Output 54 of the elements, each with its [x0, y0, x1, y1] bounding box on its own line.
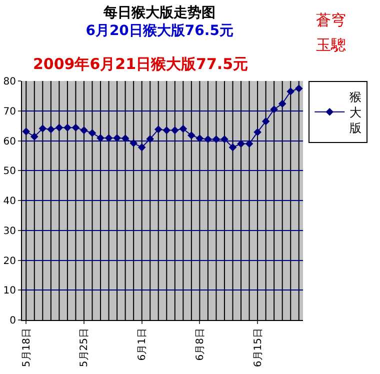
y-tick-label: 40: [3, 196, 16, 207]
point: [245, 140, 254, 148]
point: [47, 126, 55, 134]
point: [30, 132, 38, 140]
legend-label: 猴大版: [350, 90, 362, 136]
point: [121, 134, 130, 142]
point: [96, 134, 104, 142]
point: [228, 143, 237, 152]
x-tick-label: 5月25日: [79, 328, 90, 368]
point: [154, 126, 162, 134]
text: 玉驄: [316, 36, 346, 54]
y-tick-label: 10: [3, 286, 16, 297]
point: [204, 135, 212, 144]
point: [104, 134, 113, 142]
y-tick-label: 0: [10, 316, 16, 326]
point: [130, 139, 138, 148]
y-tick-label: 70: [3, 106, 16, 118]
point: [146, 135, 154, 143]
point: [80, 126, 88, 134]
point: [138, 143, 146, 152]
point: [113, 134, 121, 142]
point: [38, 124, 47, 132]
x-tick-label: 6月15日: [252, 328, 264, 368]
y-tick-label: 50: [3, 166, 16, 178]
point: [179, 124, 188, 133]
chart-title: 每日猴大版走势图: [102, 4, 216, 21]
point: [162, 126, 171, 134]
x-tick-label: 5月18日: [21, 328, 32, 368]
point: [262, 117, 270, 126]
text: 蒼穹: [316, 11, 346, 29]
point: [286, 88, 294, 96]
point: [55, 124, 64, 132]
y-tick-label: 20: [3, 256, 16, 267]
point: [171, 126, 179, 134]
point: [294, 84, 303, 92]
x-tick-label: 6月1日: [137, 328, 148, 361]
y-tick-label: 30: [3, 226, 16, 237]
point: [196, 134, 204, 142]
point: [72, 124, 80, 132]
point: [64, 124, 72, 132]
text: 2009年6月21日猴大版77.5元: [33, 55, 248, 73]
point: [270, 105, 278, 114]
point: [220, 135, 228, 144]
point: [88, 129, 96, 137]
y-tick-label: 60: [3, 136, 16, 148]
x-tick-label: 6月8日: [194, 328, 206, 361]
point: [188, 131, 196, 140]
y-tick-label: 80: [3, 76, 16, 88]
point: [212, 135, 220, 144]
point: [278, 100, 286, 108]
point: [22, 128, 30, 136]
point: [237, 140, 245, 148]
chart-subtitle: 6月20日猴大版76.5元: [86, 23, 234, 40]
point: [254, 128, 262, 136]
